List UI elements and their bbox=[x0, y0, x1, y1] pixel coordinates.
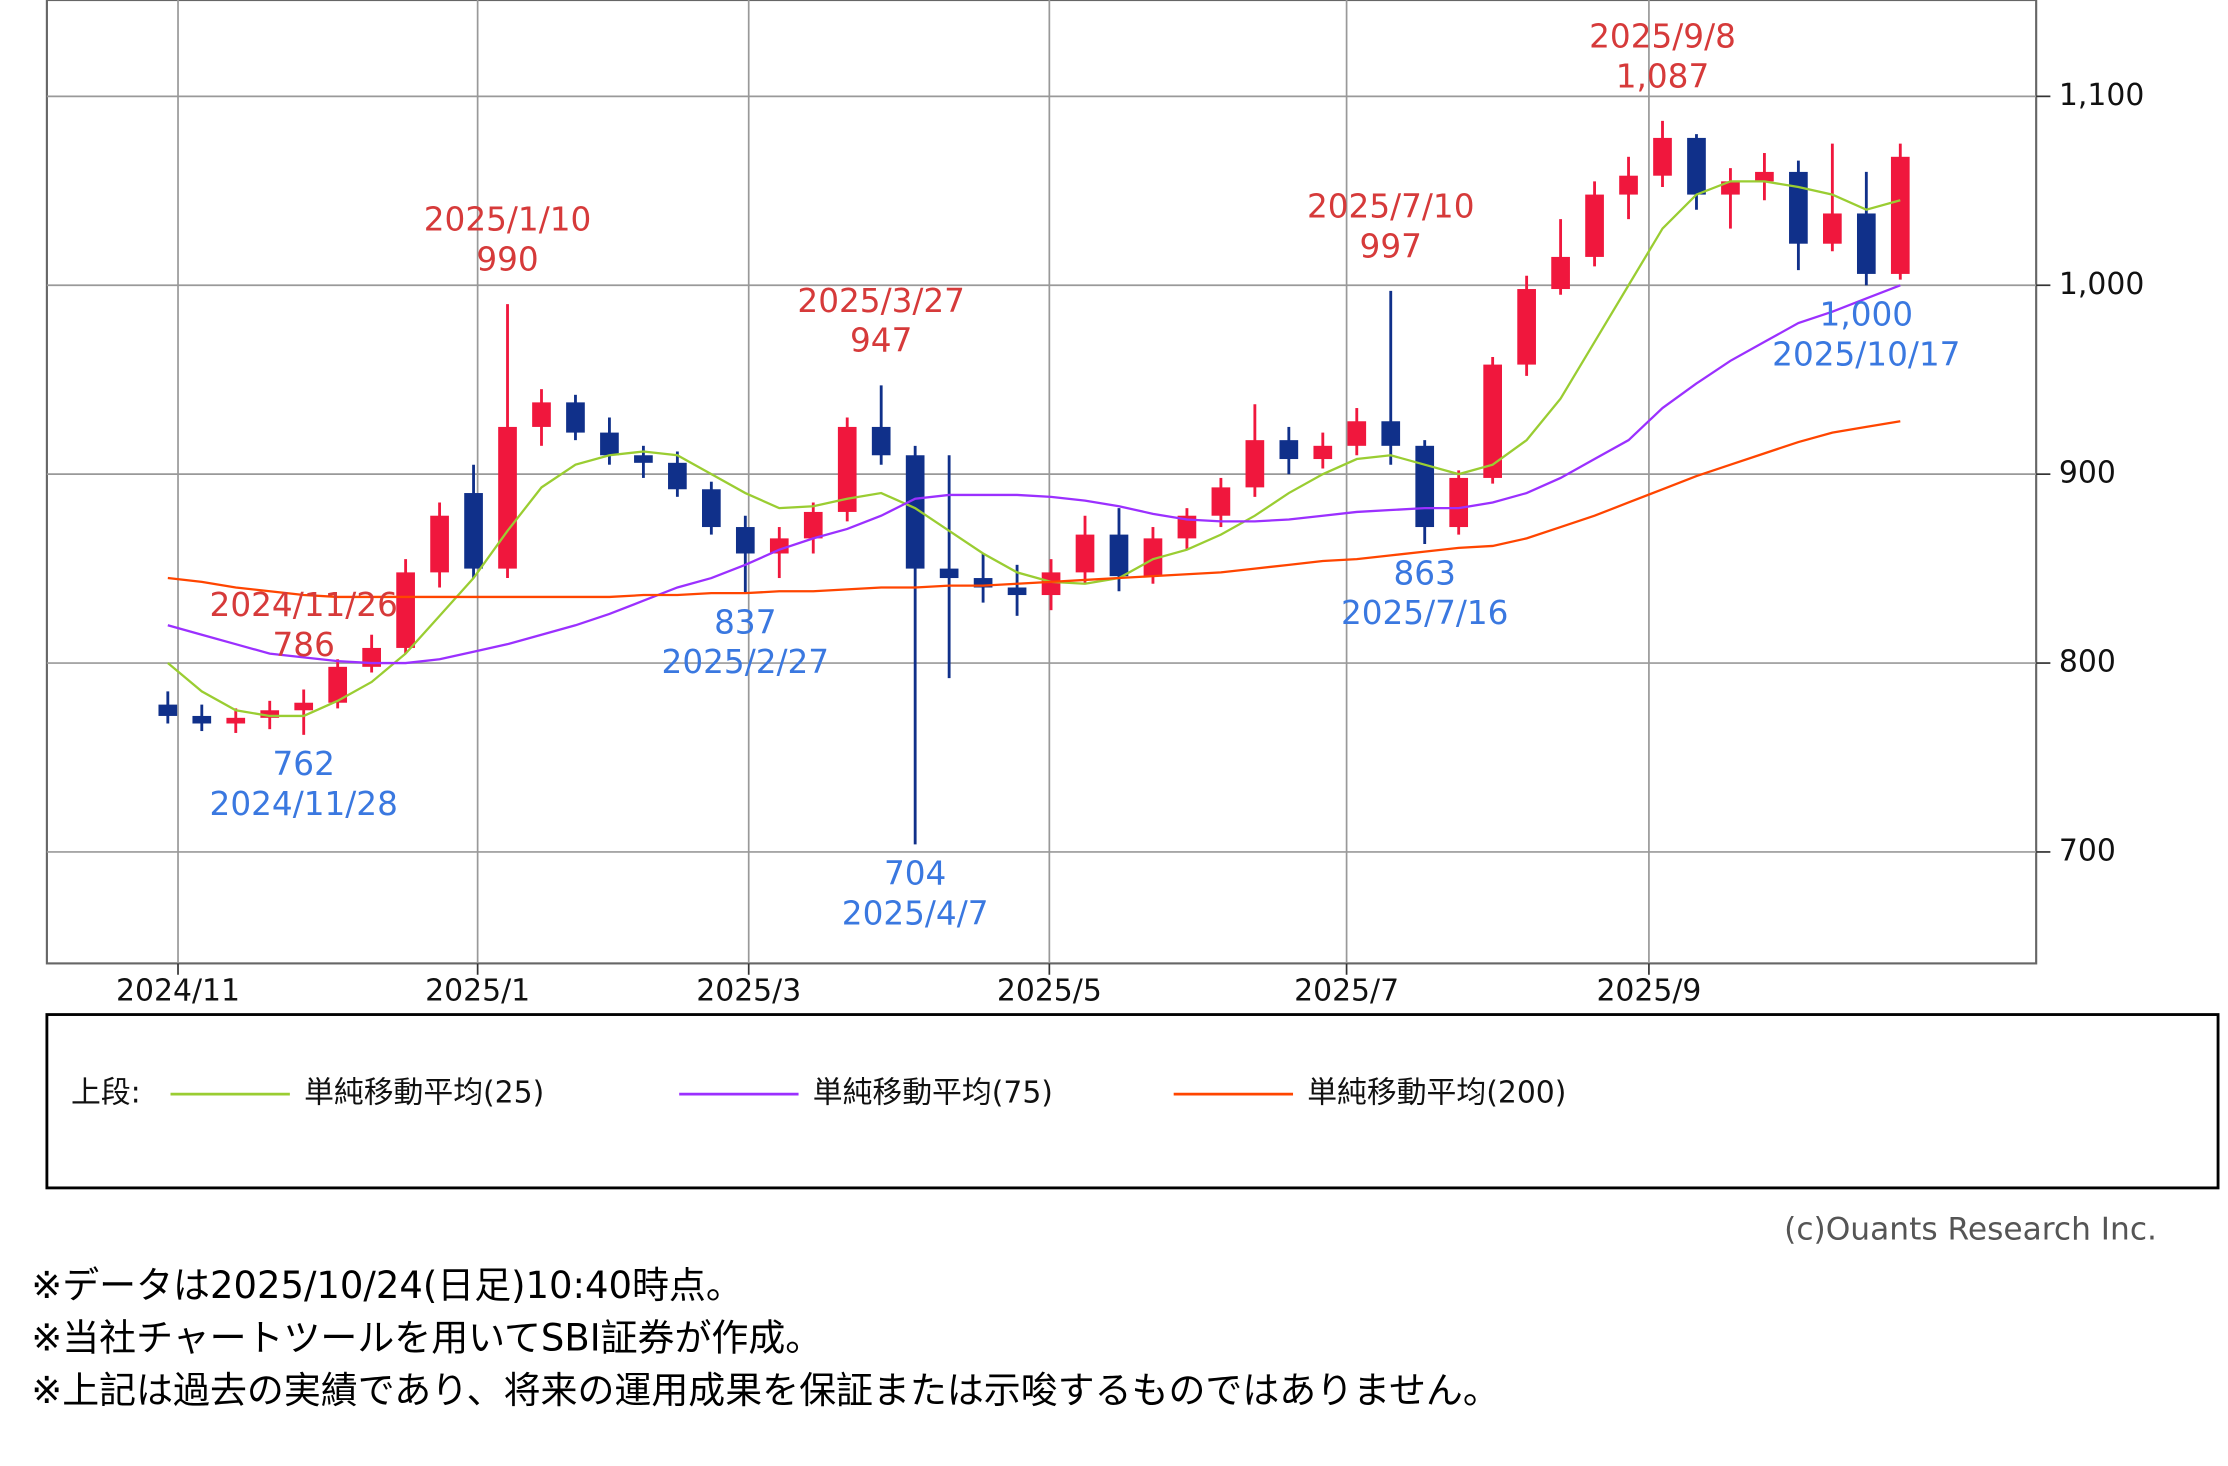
candle-body bbox=[837, 426, 857, 512]
candle-body bbox=[1551, 256, 1570, 290]
candle-body bbox=[1279, 440, 1299, 460]
candle-body bbox=[1415, 445, 1435, 528]
candle-body bbox=[735, 527, 755, 554]
y-tick-label: 700 bbox=[2059, 833, 2116, 868]
candle-body bbox=[1653, 137, 1672, 176]
x-tick-label: 2025/1 bbox=[425, 973, 530, 1008]
annotation-value: 947 bbox=[850, 322, 912, 360]
legend-label: 単純移動平均(200) bbox=[1307, 1076, 1566, 1111]
legend-label: 単純移動平均(75) bbox=[813, 1076, 1053, 1111]
note: ※上記は過去の実績であり、将来の運用成果を保証または示唆するものではありません。 bbox=[31, 1369, 1500, 1412]
note: ※当社チャートツールを用いてSBI証券が作成。 bbox=[31, 1316, 822, 1359]
candle-body bbox=[430, 515, 449, 573]
candle-body bbox=[634, 455, 653, 463]
candle-body bbox=[668, 462, 687, 490]
candle-body bbox=[1381, 421, 1401, 446]
candle-body bbox=[1211, 487, 1231, 516]
candle-body bbox=[1041, 572, 1061, 596]
candle-body bbox=[498, 426, 517, 569]
candle-body bbox=[769, 538, 789, 554]
candle-body bbox=[1143, 538, 1163, 577]
candle-body bbox=[905, 455, 925, 569]
candle-body bbox=[871, 426, 891, 456]
candle-body bbox=[1789, 171, 1808, 244]
annotation-value: 990 bbox=[476, 241, 538, 279]
annotation-date: 2025/2/27 bbox=[662, 643, 830, 681]
candle-body bbox=[1687, 137, 1706, 195]
candle-body bbox=[1075, 534, 1095, 573]
candle-body bbox=[1890, 156, 1910, 274]
candle-body bbox=[1721, 181, 1740, 195]
annotation-date: 2025/7/16 bbox=[1341, 594, 1509, 632]
moving-average-line bbox=[167, 420, 1901, 599]
candle-body bbox=[1619, 175, 1638, 195]
x-tick-label: 2025/3 bbox=[696, 973, 801, 1008]
candle-body bbox=[1007, 587, 1027, 596]
annotation-value: 762 bbox=[273, 745, 335, 783]
candle-body bbox=[702, 489, 721, 528]
candle-body bbox=[532, 402, 551, 427]
candle-body bbox=[1313, 445, 1333, 460]
candle-body bbox=[396, 572, 415, 648]
candle-body bbox=[464, 493, 483, 569]
candle-body bbox=[1109, 534, 1129, 577]
annotation-date: 2025/7/10 bbox=[1307, 188, 1475, 226]
x-tick-label: 2025/7 bbox=[1294, 973, 1399, 1008]
candle-body bbox=[1177, 515, 1197, 539]
note: ※データは2025/10/24(日足)10:40時点。 bbox=[31, 1264, 743, 1307]
legend-box bbox=[45, 1013, 2220, 1190]
x-tick-label: 2025/5 bbox=[997, 973, 1102, 1008]
annotation-value: 1,000 bbox=[1820, 296, 1914, 334]
candle-body bbox=[1517, 289, 1536, 365]
candle-body bbox=[294, 702, 314, 711]
candle-body bbox=[939, 568, 959, 579]
y-tick-label: 1,000 bbox=[2059, 267, 2144, 302]
candle-body bbox=[1856, 213, 1876, 274]
annotation-date: 2025/4/7 bbox=[842, 894, 989, 932]
annotation-value: 837 bbox=[714, 603, 776, 641]
annotation-date: 2025/10/17 bbox=[1772, 335, 1960, 373]
annotation-value: 704 bbox=[884, 855, 946, 893]
candle-body bbox=[1585, 194, 1604, 257]
y-tick-label: 1,100 bbox=[2059, 78, 2144, 113]
moving-average-line bbox=[167, 284, 1901, 665]
annotation-date: 2025/9/8 bbox=[1589, 18, 1736, 56]
candle-body bbox=[328, 666, 348, 703]
legend-label: 単純移動平均(25) bbox=[304, 1076, 544, 1111]
annotation-date: 2025/3/27 bbox=[797, 282, 965, 320]
candle-body bbox=[1823, 213, 1842, 244]
x-tick-label: 2025/9 bbox=[1596, 973, 1701, 1008]
candle-body bbox=[566, 402, 585, 433]
annotation-value: 1,087 bbox=[1616, 57, 1710, 95]
candle-body bbox=[1755, 171, 1774, 182]
candle-body bbox=[1347, 421, 1367, 446]
legend-title: 上段: bbox=[71, 1076, 141, 1111]
candle-body bbox=[226, 717, 246, 724]
annotation-value: 863 bbox=[1394, 554, 1456, 592]
candle-body bbox=[1483, 364, 1502, 478]
annotation-date: 2025/1/10 bbox=[424, 201, 592, 239]
y-tick-label: 800 bbox=[2059, 645, 2116, 680]
annotation-date: 2024/11/28 bbox=[210, 785, 398, 823]
y-tick-label: 900 bbox=[2059, 456, 2116, 491]
candle-body bbox=[973, 578, 993, 588]
annotation-date: 2024/11/26 bbox=[210, 586, 398, 624]
x-tick-label: 2024/11 bbox=[116, 973, 240, 1008]
annotation-value: 997 bbox=[1360, 227, 1422, 265]
candle-body bbox=[803, 511, 823, 539]
candle-body bbox=[260, 710, 280, 718]
candle-body bbox=[158, 704, 178, 716]
candle-body bbox=[600, 432, 619, 456]
candle-body bbox=[1449, 477, 1469, 528]
candle-body bbox=[1245, 440, 1265, 488]
credit: (c)Ouants Research Inc. bbox=[1784, 1212, 2157, 1248]
annotation-value: 786 bbox=[273, 626, 335, 664]
candle-body bbox=[192, 715, 212, 724]
